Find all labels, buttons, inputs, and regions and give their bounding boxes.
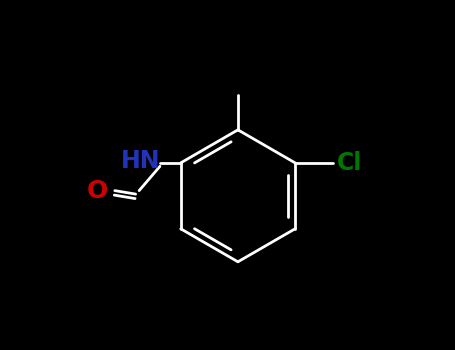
Text: Cl: Cl xyxy=(337,151,362,175)
Text: O: O xyxy=(86,178,108,203)
Text: HN: HN xyxy=(121,149,160,173)
